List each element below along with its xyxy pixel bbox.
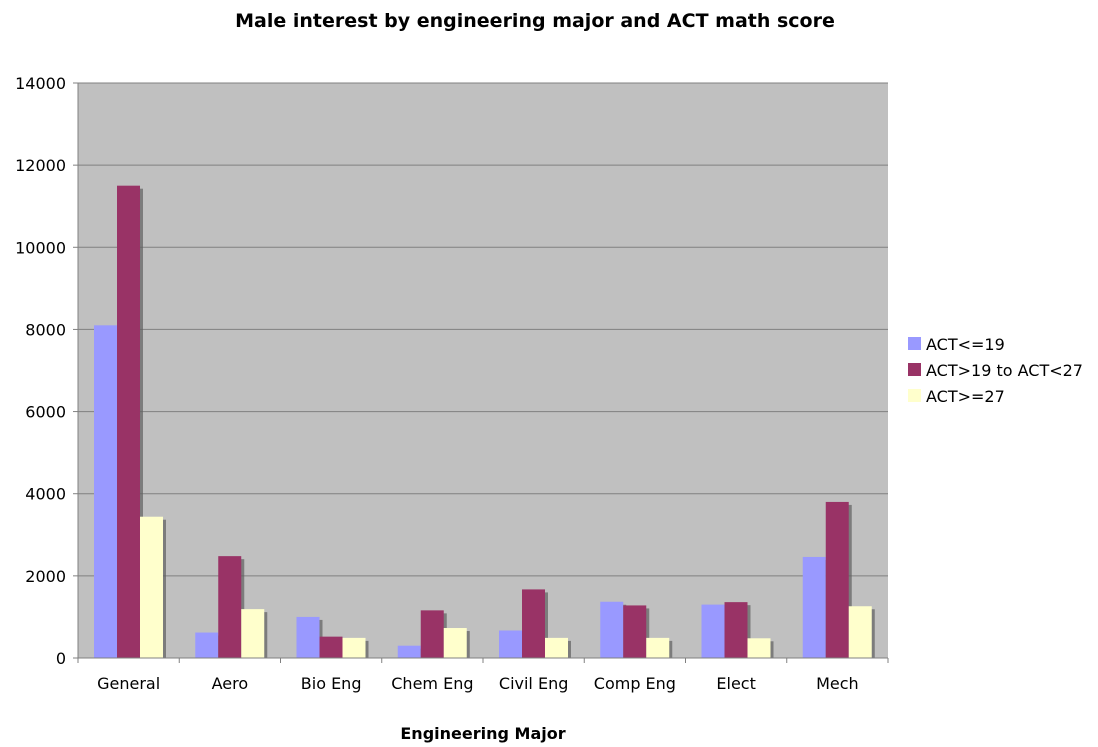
bar: [195, 632, 219, 658]
bar: [397, 645, 421, 658]
x-tick-label: Bio Eng: [301, 674, 362, 693]
bar: [545, 637, 568, 658]
y-tick-label: 12000: [15, 156, 66, 175]
legend-label: ACT>19 to ACT<27: [926, 361, 1083, 380]
plot-area: [78, 83, 888, 658]
x-tick-label: General: [97, 674, 160, 693]
bar: [646, 637, 670, 658]
bar: [117, 185, 140, 658]
bar: [522, 589, 545, 658]
bar: [342, 637, 366, 658]
legend-swatch: [908, 337, 921, 350]
x-axis: General Aero Bio Eng Chem Eng Civil Eng Comp …: [77, 657, 889, 693]
bar: [802, 556, 826, 658]
bar: [94, 325, 117, 658]
bar: [218, 556, 242, 658]
x-tick-label: Mech: [816, 674, 859, 693]
bar: [499, 630, 522, 658]
y-tick-label: 10000: [15, 238, 66, 257]
x-axis-title: Engineering Major: [400, 724, 565, 743]
bar: [600, 601, 624, 658]
bar: [623, 605, 647, 658]
y-tick-label: 14000: [15, 74, 66, 93]
bar: [443, 628, 467, 658]
y-tick-label: 8000: [25, 320, 66, 339]
bar: [701, 604, 725, 658]
bar: [296, 616, 320, 658]
bar: [140, 516, 163, 658]
bar: [724, 602, 748, 658]
x-tick-label: Aero: [212, 674, 249, 693]
bar: [747, 638, 771, 658]
legend-swatch: [908, 363, 921, 376]
bar: [241, 609, 265, 658]
grid-lines: [78, 82, 888, 577]
legend: ACT<=19 ACT>19 to ACT<27 ACT>=27: [908, 335, 1083, 406]
chart-title: Male interest by engineering major and A…: [235, 10, 835, 32]
y-tick-label: 6000: [25, 403, 66, 422]
bar: [420, 610, 444, 658]
x-tick-label: Civil Eng: [499, 674, 568, 693]
legend-label: ACT<=19: [926, 335, 1005, 354]
legend-label: ACT>=27: [926, 387, 1005, 406]
bar: [319, 636, 343, 658]
y-tick-label: 2000: [25, 567, 66, 586]
y-axis: 0 2000 4000 6000 8000 10000 12000 14000: [15, 74, 79, 668]
bar: [825, 501, 849, 658]
y-tick-label: 4000: [25, 485, 66, 504]
x-tick-label: Chem Eng: [391, 674, 473, 693]
bars: [94, 185, 875, 658]
x-tick-label: Comp Eng: [594, 674, 676, 693]
x-tick-label: Elect: [716, 674, 755, 693]
bar: [848, 606, 872, 658]
legend-swatch: [908, 389, 921, 402]
y-tick-label: 0: [56, 649, 66, 668]
